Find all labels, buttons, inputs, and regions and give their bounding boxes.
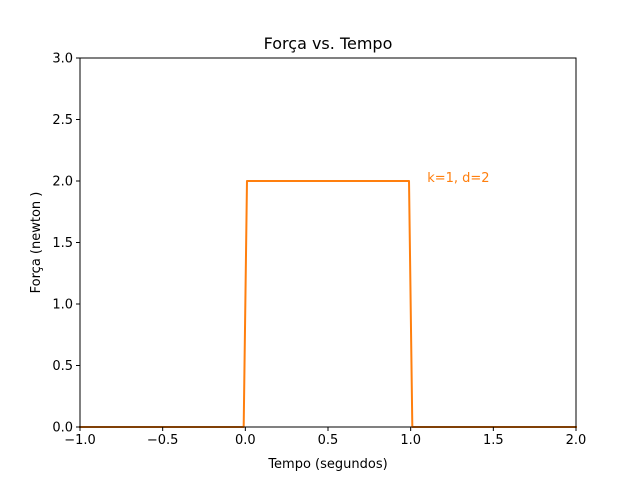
series-annotation: k=1, d=2: [427, 171, 489, 186]
x-tick-label: 1.5: [483, 433, 504, 448]
x-tick-label: 2.0: [566, 433, 587, 448]
y-tick-label: 0.5: [52, 359, 73, 374]
x-tick-label: 0.0: [235, 433, 256, 448]
plot-area: −1.0 −0.5 0.0 0.5 1.0 1.5 2.0 0.0 0.5 1.0 1.5 2.0 2.…: [52, 52, 586, 449]
y-tick-label: 2.5: [52, 113, 73, 128]
x-tick-label: 1.0: [400, 433, 421, 448]
y-tick-label: 0.0: [52, 421, 73, 436]
y-tick-label: 1.0: [52, 298, 73, 313]
x-axis-label: Tempo (segundos): [267, 457, 387, 472]
y-tick-label: 2.0: [52, 175, 73, 190]
y-tick-label: 3.0: [52, 52, 73, 67]
y-tick-label: 1.5: [52, 236, 73, 251]
x-tick-label: −0.5: [147, 433, 179, 448]
x-tick-label: −1.0: [64, 433, 96, 448]
chart-title: Força vs. Tempo: [264, 34, 393, 53]
y-axis-label: Força (newton ): [29, 192, 44, 294]
x-tick-label: 0.5: [318, 433, 339, 448]
